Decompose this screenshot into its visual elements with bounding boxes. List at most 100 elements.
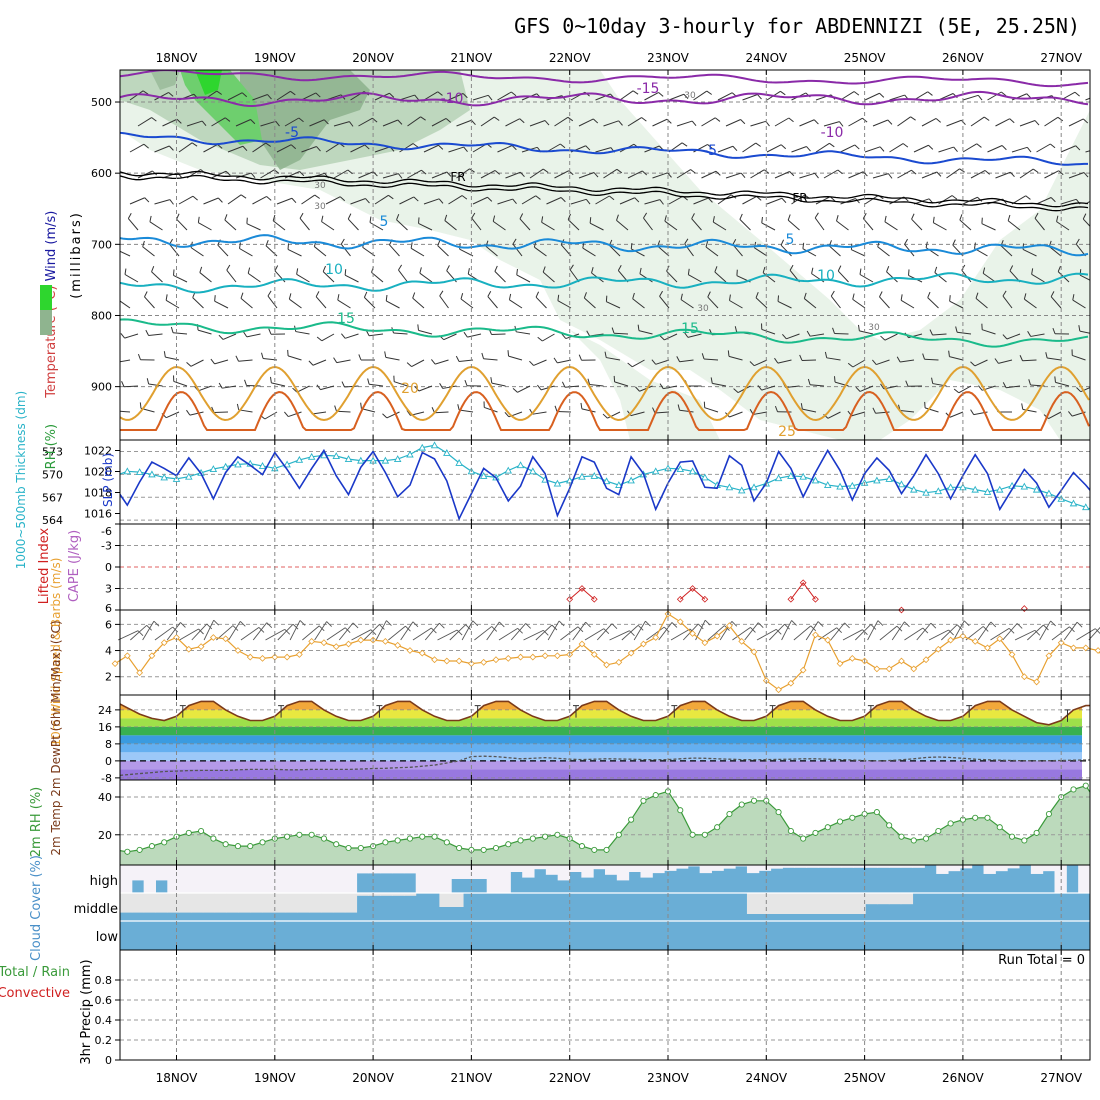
cloud-high-clear [593, 865, 606, 870]
wind-barb-flag [642, 170, 648, 176]
cloud-high-clear [179, 865, 192, 893]
cloud-high-clear [877, 865, 890, 868]
wind-barb [198, 385, 212, 392]
temp-color-band [120, 735, 1090, 744]
wind10m-barb-flag [292, 623, 299, 630]
wind-barb [762, 272, 776, 283]
temp-contour-label: 5 [380, 214, 389, 230]
cloud-high-clear [321, 865, 334, 893]
contour-labels: -15 -10 -10 -5 -5 FR FR 5 5 10 10 15 15 20 25 30 30 30 30 3… [285, 81, 880, 440]
wind-barb [786, 333, 800, 340]
wind-barb-flag [290, 144, 297, 150]
rh2m-point [320, 835, 328, 842]
wind-barb-flag [948, 350, 950, 357]
wind-barb [497, 198, 513, 205]
rh2m-point [136, 846, 143, 853]
cloud-high-clear [983, 865, 996, 874]
wind-barb-flag [487, 95, 493, 101]
rh-contour-label: 30 [314, 181, 326, 191]
cloud-high-clear [746, 865, 760, 874]
wind10m-point [1008, 651, 1016, 658]
slp-line [120, 448, 1090, 521]
temp-contour-label: 25 [778, 424, 796, 440]
wind-barb-flag [630, 242, 633, 250]
wind10m-barb [535, 624, 553, 641]
wind-barb [350, 144, 366, 153]
wind-barb [840, 198, 856, 205]
wind-barb [1019, 168, 1034, 179]
cloud-middle-clear [131, 893, 145, 913]
lifted-index-line [790, 581, 816, 600]
wind-barb [1036, 143, 1051, 153]
wind-barb [546, 197, 562, 205]
lifted-index-point [1020, 605, 1028, 612]
wind-barb [333, 169, 349, 179]
wind-barb [717, 194, 732, 205]
rh-light-area [120, 70, 1090, 440]
wind-barb-flag [414, 386, 420, 392]
wind10m-barb-flag [379, 624, 385, 630]
contour-freezing [120, 170, 1089, 208]
wind10m-barb-flag [629, 630, 635, 637]
temp-tick-label: 8 [105, 738, 112, 751]
cloud-high-clear [534, 865, 547, 870]
wind-barb [1060, 145, 1076, 153]
wind-barb [340, 243, 351, 257]
precip-tick-label: 0.4 [95, 1014, 113, 1027]
wind10m-barb-flag [791, 620, 797, 626]
wind-barb [491, 382, 506, 387]
wind-barb-flag [659, 290, 663, 297]
lifted-index-point [676, 595, 684, 603]
rh2m-point [124, 848, 131, 855]
lifted-index-point [578, 585, 586, 592]
wind-barb [394, 381, 408, 387]
thickness-tick-label: 570 [42, 468, 63, 481]
wind-barb-flag [609, 195, 615, 201]
wind-barb-flag [360, 402, 362, 409]
wind-barb [124, 333, 139, 339]
thickness-point [627, 476, 635, 484]
rh2m-point [689, 831, 696, 838]
wind-barb-flag [463, 146, 468, 153]
wind-barb [472, 196, 488, 205]
rh2m-point [972, 814, 979, 821]
wind-barb-flag [659, 199, 664, 205]
wind-barb-flag [833, 376, 836, 383]
wind-barb-flag [761, 216, 763, 224]
wind-barb [884, 221, 898, 231]
wind-barb-flag [1078, 325, 1081, 332]
thickness-tick-label: 567 [42, 491, 63, 504]
wind-barb [595, 195, 610, 205]
wind-barb-flag [292, 387, 298, 393]
wind-barb [214, 300, 229, 309]
wind-barb-flag [321, 215, 324, 222]
wind-barb-flag [1050, 291, 1055, 297]
wind-barb-flag [291, 197, 297, 204]
cloud-high-clear [794, 865, 807, 868]
wind-barb-flag [1082, 213, 1087, 220]
wind-barb-flag [667, 172, 672, 178]
wind-barb [609, 245, 621, 257]
wind10m-barb-flag [731, 621, 738, 627]
wind-barb [584, 297, 596, 309]
wind10m-barb [424, 622, 440, 641]
wind-barb-flag [884, 215, 887, 222]
wind10m-point [750, 648, 758, 656]
cloud-middle-clear [143, 893, 156, 913]
wind-barb-flag [265, 142, 271, 147]
temp-contour-label: -10 [821, 125, 844, 141]
wind10m-barb-flag [266, 622, 273, 628]
cloud-middle-clear [285, 893, 298, 913]
wind-barb [619, 197, 635, 205]
wind-barb [876, 359, 890, 366]
wind-barb [1002, 295, 1013, 309]
wind10m-point [418, 649, 426, 657]
wind-barb [120, 300, 131, 309]
wind-barb-flag [250, 119, 256, 125]
wind-barb-flag [544, 120, 550, 126]
wind-barb-flag [567, 116, 574, 122]
wind-barb-flag [512, 198, 517, 205]
wind-barb-flag [832, 327, 835, 334]
wind-barb-flag [706, 90, 712, 95]
